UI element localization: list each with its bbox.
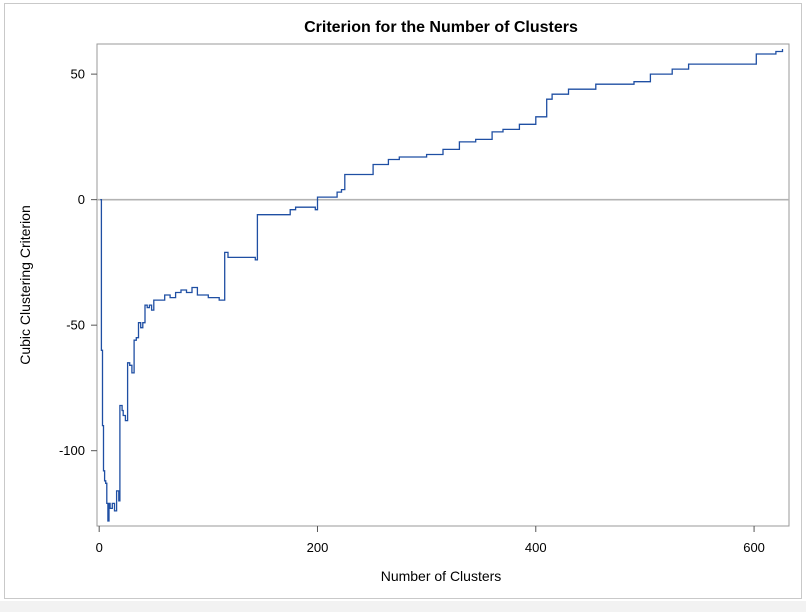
bottom-strip: [0, 601, 806, 612]
y-tick-label: -100: [59, 443, 85, 458]
x-axis-ticks: 0 200 400 600: [96, 526, 765, 555]
chart-title: Criterion for the Number of Clusters: [304, 19, 578, 36]
x-tick-label: 600: [743, 540, 765, 555]
x-axis-label: Number of Clusters: [381, 568, 502, 584]
x-tick-label: 0: [96, 540, 103, 555]
y-tick-label: -50: [66, 318, 85, 333]
y-axis-ticks: -100 -50 0 50: [59, 67, 97, 458]
x-tick-label: 200: [307, 540, 329, 555]
chart-frame: [4, 3, 802, 599]
series-line-ccc: [100, 49, 784, 522]
x-tick-label: 400: [525, 540, 547, 555]
y-tick-label: 50: [71, 67, 85, 82]
y-axis-label: Cubic Clustering Criterion: [17, 205, 33, 365]
y-tick-label: 0: [78, 192, 85, 207]
plot-area: [96, 43, 790, 527]
